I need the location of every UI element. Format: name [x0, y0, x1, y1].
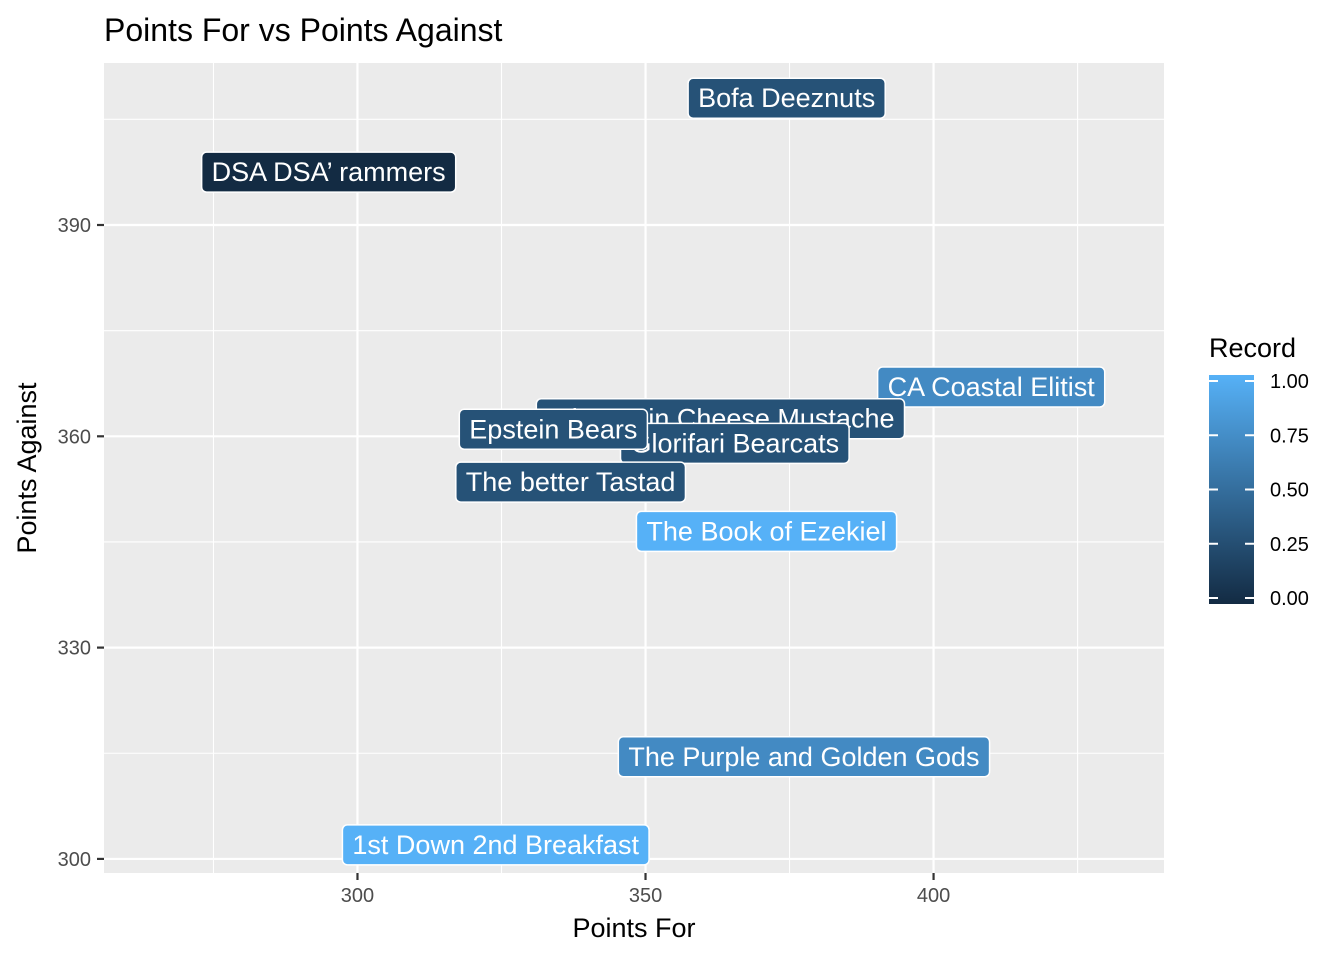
team-label: The Book of Ezekiel — [635, 510, 898, 553]
label-text: Bofa Deeznuts — [698, 83, 875, 113]
x-tick-label: 400 — [917, 885, 950, 907]
chart-title: Points For vs Points Against — [104, 12, 503, 48]
y-tick-label: 300 — [58, 849, 91, 871]
y-axis: 300 330 360 390 — [58, 215, 104, 871]
legend-tick-label: 0.00 — [1270, 588, 1309, 610]
label-text: The Book of Ezekiel — [646, 516, 886, 546]
label-box — [617, 736, 991, 778]
label-box — [876, 366, 1106, 408]
team-label: The better Tastad — [455, 461, 687, 503]
legend-tick-label: 1.00 — [1270, 371, 1309, 393]
label-text: Epstein Bears — [469, 414, 637, 444]
label-box — [635, 510, 898, 553]
label-box — [455, 461, 687, 503]
label-text: CA Coastal Elitist — [888, 372, 1096, 402]
legend-tick-label: 0.50 — [1270, 480, 1309, 502]
x-tick-label: 300 — [341, 885, 374, 907]
team-label: Bofa Deeznuts — [687, 77, 886, 119]
legend-title: Record — [1209, 333, 1296, 363]
label-box — [200, 151, 457, 193]
team-label: Glorifari Bearcats — [619, 422, 850, 465]
label-text: Glorifari Bearcats — [631, 428, 840, 458]
x-tick-label: 350 — [629, 885, 662, 907]
team-label: DSA DSA’ rammers — [200, 151, 457, 193]
y-tick-label: 360 — [58, 426, 91, 448]
team-label: Epstein Bears — [458, 408, 649, 451]
label-text: The better Tastad — [466, 467, 676, 497]
label-box — [458, 408, 649, 451]
label-box — [341, 824, 650, 866]
team-label: The Purple and Golden Gods — [617, 736, 991, 778]
x-axis: 300 350 400 — [341, 873, 950, 907]
y-tick-label: 330 — [58, 638, 91, 660]
y-tick-label: 390 — [58, 215, 91, 237]
y-axis-title: Points Against — [12, 382, 42, 554]
label-text: 1st Down 2nd Breakfast — [352, 830, 639, 860]
x-axis-title: Points For — [572, 913, 695, 943]
color-legend: Record 1.00 0.75 0.50 0.25 0.00 — [1209, 333, 1309, 610]
label-text: The Purple and Golden Gods — [628, 742, 979, 772]
label-box — [687, 77, 886, 119]
label-text: DSA DSA’ rammers — [212, 157, 446, 187]
legend-tick-label: 0.25 — [1270, 534, 1309, 556]
legend-ticks: 1.00 0.75 0.50 0.25 0.00 — [1209, 371, 1309, 610]
team-labels: Bofa Deeznuts DSA DSA’ rammers CA Coastal … — [200, 77, 1106, 866]
team-label: 1st Down 2nd Breakfast — [341, 824, 650, 866]
team-label: CA Coastal Elitist — [876, 366, 1106, 408]
legend-tick-label: 0.75 — [1270, 425, 1309, 447]
